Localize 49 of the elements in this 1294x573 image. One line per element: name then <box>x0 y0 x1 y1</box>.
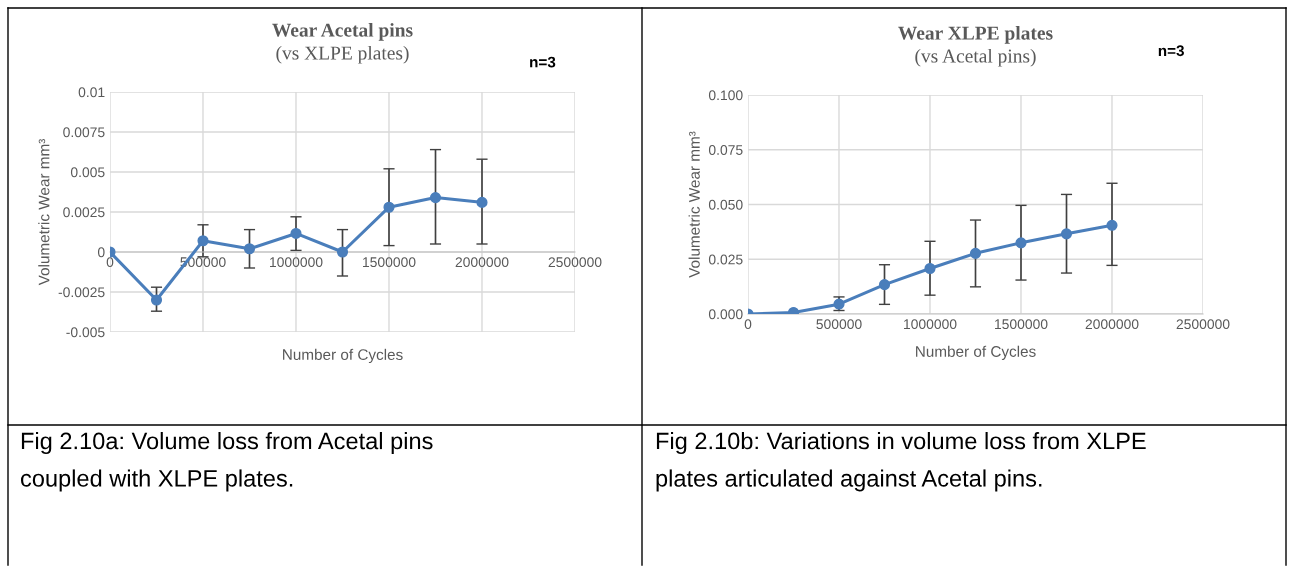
point <box>1060 228 1073 240</box>
point <box>476 196 488 208</box>
x-axis-title: Number of Cycles <box>283 348 403 364</box>
y-tick-label: 0.005 <box>70 167 105 178</box>
x-tick-label: 500000 <box>816 319 862 330</box>
x-tick-label: 0 <box>744 319 752 330</box>
point <box>290 227 302 239</box>
y-tick-label: 0.000 <box>708 309 743 320</box>
x-tick-label: 1000000 <box>270 257 323 268</box>
point <box>383 201 395 213</box>
point <box>336 246 349 258</box>
x-tick-label: 0 <box>106 257 114 268</box>
x-tick-label: 2000000 <box>1085 319 1139 330</box>
x-tick-label: 1000000 <box>904 319 957 330</box>
chart-title: Wear Acetal pins <box>272 23 413 41</box>
point <box>878 279 891 291</box>
y-axis-title: Volumetric Wear mm³ <box>688 131 700 278</box>
y-tick-label: -0.005 <box>66 327 105 338</box>
chart-subtitle: (vs Acetal pins) <box>915 48 1036 67</box>
y-tick-label: 0.025 <box>708 254 743 265</box>
y-tick-label: 0.0025 <box>63 207 105 218</box>
chart-subtitle: (vs XLPE plates) <box>276 45 409 64</box>
text: n=3 <box>1158 45 1184 57</box>
x-tick-label: 1500000 <box>995 319 1048 330</box>
point <box>1015 237 1027 249</box>
point <box>243 243 256 255</box>
x-tick-label: 2000000 <box>455 257 509 268</box>
y-tick-label: 0.050 <box>708 199 743 210</box>
text: n=3 <box>530 56 556 68</box>
point <box>924 262 936 275</box>
y-tick-label: 0.0075 <box>63 127 105 138</box>
y-tick-label: 0.100 <box>708 90 743 101</box>
caption: Fig 2.10b: Variations in volume loss from XLPE plates articulated against Acetal pins. <box>656 432 1146 492</box>
point <box>429 192 442 204</box>
x-tick-label: 1500000 <box>363 257 416 268</box>
point <box>150 294 163 306</box>
y-tick-label: -0.0025 <box>58 287 105 298</box>
caption: Fig 2.10a: Volume loss from Acetal pins coupled with XLPE plates. <box>21 432 433 492</box>
y-tick-label: 0.075 <box>708 145 743 155</box>
y-tick-label: 0 <box>97 247 105 258</box>
point <box>197 235 209 247</box>
point <box>1106 219 1118 231</box>
y-tick-label: 0.01 <box>78 87 105 98</box>
chart-title: Wear XLPE plates <box>898 26 1053 44</box>
x-axis-title: Number of Cycles <box>916 345 1036 360</box>
x-tick-label: 2500000 <box>1176 319 1230 330</box>
y-axis-title: Volumetric Wear mm³ <box>38 139 50 286</box>
x-tick-label: 2500000 <box>548 257 602 268</box>
point <box>969 247 982 259</box>
